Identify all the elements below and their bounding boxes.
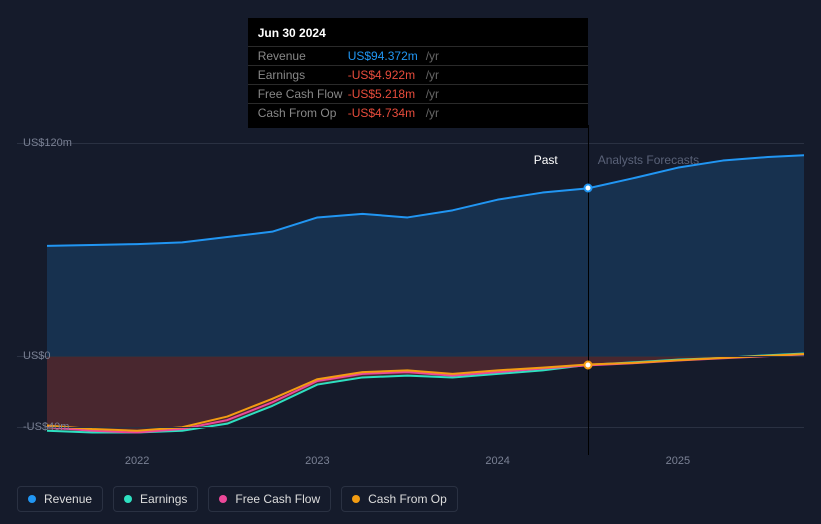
tooltip-row: Free Cash Flow-US$5.218m/yr [248,84,588,103]
y-axis-label: -US$40m [23,421,69,433]
legend: Revenue Earnings Free Cash Flow Cash From O… [17,486,458,512]
x-axis-label: 2022 [125,455,149,467]
chart-tooltip: Jun 30 2024RevenueUS$94.372m/yrEarnings-… [248,18,588,128]
tooltip-value: -US$4.734m [348,106,423,120]
past-label: Past [534,153,558,167]
series-marker [583,360,592,369]
legend-dot-icon [124,495,132,503]
tooltip-label: Revenue [258,49,348,63]
tooltip-label: Cash From Op [258,106,348,120]
chart-area: US$120mUS$0-US$40m2022202320242025PastAn… [17,125,804,455]
tooltip-label: Earnings [258,68,348,82]
legend-label: Earnings [140,492,187,506]
tooltip-row: Earnings-US$4.922m/yr [248,65,588,84]
x-axis-label: 2023 [305,455,329,467]
legend-item-cash-from-op[interactable]: Cash From Op [341,486,458,512]
tooltip-suffix: /yr [426,68,439,82]
y-axis-label: US$120m [23,137,72,149]
tooltip-value: -US$5.218m [348,87,423,101]
crosshair-line [588,125,589,455]
tooltip-row: Cash From Op-US$4.734m/yr [248,103,588,122]
tooltip-value: -US$4.922m [348,68,423,82]
tooltip-value: US$94.372m [348,49,423,63]
x-axis-label: 2024 [485,455,509,467]
tooltip-row: RevenueUS$94.372m/yr [248,46,588,65]
legend-dot-icon [28,495,36,503]
tooltip-label: Free Cash Flow [258,87,348,101]
tooltip-suffix: /yr [426,87,439,101]
legend-label: Cash From Op [368,492,447,506]
legend-dot-icon [352,495,360,503]
y-axis-label: US$0 [23,350,51,362]
legend-dot-icon [219,495,227,503]
grid-line [17,143,804,144]
tooltip-suffix: /yr [426,49,439,63]
tooltip-date: Jun 30 2024 [248,26,588,46]
legend-item-free-cash-flow[interactable]: Free Cash Flow [208,486,331,512]
chart-svg [17,125,804,455]
legend-label: Free Cash Flow [235,492,320,506]
grid-line [17,356,804,357]
legend-item-revenue[interactable]: Revenue [17,486,103,512]
legend-item-earnings[interactable]: Earnings [113,486,198,512]
series-marker [583,184,592,193]
legend-label: Revenue [44,492,92,506]
forecast-label: Analysts Forecasts [598,153,699,167]
grid-line [17,427,804,428]
tooltip-suffix: /yr [426,106,439,120]
x-axis-label: 2025 [666,455,690,467]
